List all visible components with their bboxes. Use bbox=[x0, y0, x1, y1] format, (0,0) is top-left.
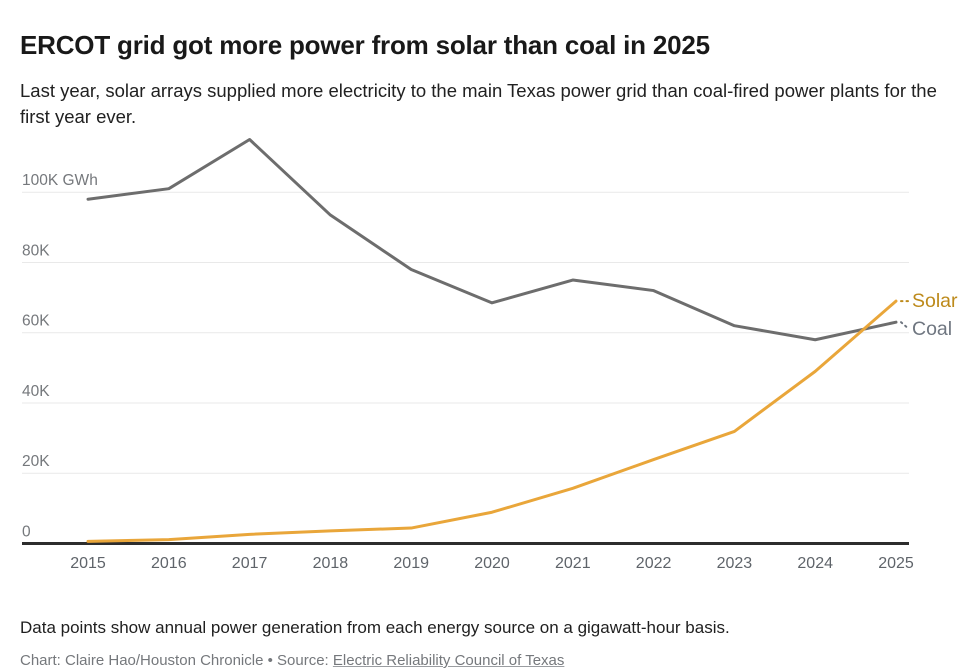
x-axis-tick-label-2022: 2022 bbox=[636, 555, 672, 572]
chart-subtitle: Last year, solar arrays supplied more el… bbox=[20, 79, 937, 127]
coal-series-label: Coal bbox=[912, 318, 952, 340]
coal-line bbox=[86, 138, 898, 342]
x-axis-tick-label-2021: 2021 bbox=[555, 555, 591, 572]
solar-series-label: Solar bbox=[912, 290, 958, 312]
x-axis-tick-label-2018: 2018 bbox=[313, 555, 349, 572]
chart-title: ERCOT grid got more power from solar tha… bbox=[20, 30, 710, 61]
y-axis-tick-label: 40K bbox=[22, 383, 50, 400]
y-axis-tick-label: 0 bbox=[22, 524, 31, 541]
y-axis-tick-label: 100K GWh bbox=[22, 172, 98, 189]
coal-label-leader-dots bbox=[900, 321, 910, 331]
chart-credit: Chart: Claire Hao/Houston Chronicle • So… bbox=[20, 652, 950, 669]
x-axis-tick-label-2019: 2019 bbox=[393, 555, 429, 572]
x-axis-tick-label-2015: 2015 bbox=[70, 555, 106, 572]
credit-text: Chart: Claire Hao/Houston Chronicle • So… bbox=[20, 652, 333, 669]
source-link[interactable]: Electric Reliability Council of Texas bbox=[332, 652, 565, 669]
x-axis-tick-label-2025: 2025 bbox=[878, 555, 914, 572]
x-axis-tick-label-2016: 2016 bbox=[151, 555, 187, 572]
y-axis-tick-label: 20K bbox=[22, 453, 50, 470]
solar-line bbox=[86, 299, 898, 543]
x-axis-tick-label-2020: 2020 bbox=[474, 555, 510, 572]
x-axis-tick-label-2023: 2023 bbox=[717, 555, 753, 572]
chart-note: Data points show annual power generation… bbox=[20, 618, 730, 637]
y-axis-tick-label: 80K bbox=[22, 242, 50, 259]
line-chart: 0 20K 40K 60K 80K 100K GWh 2015 2016 2017 2018 201… bbox=[22, 138, 958, 572]
x-axis-tick-label-2017: 2017 bbox=[232, 555, 268, 572]
x-axis-tick-label-2024: 2024 bbox=[797, 555, 833, 572]
y-axis-tick-label: 60K bbox=[22, 313, 50, 330]
